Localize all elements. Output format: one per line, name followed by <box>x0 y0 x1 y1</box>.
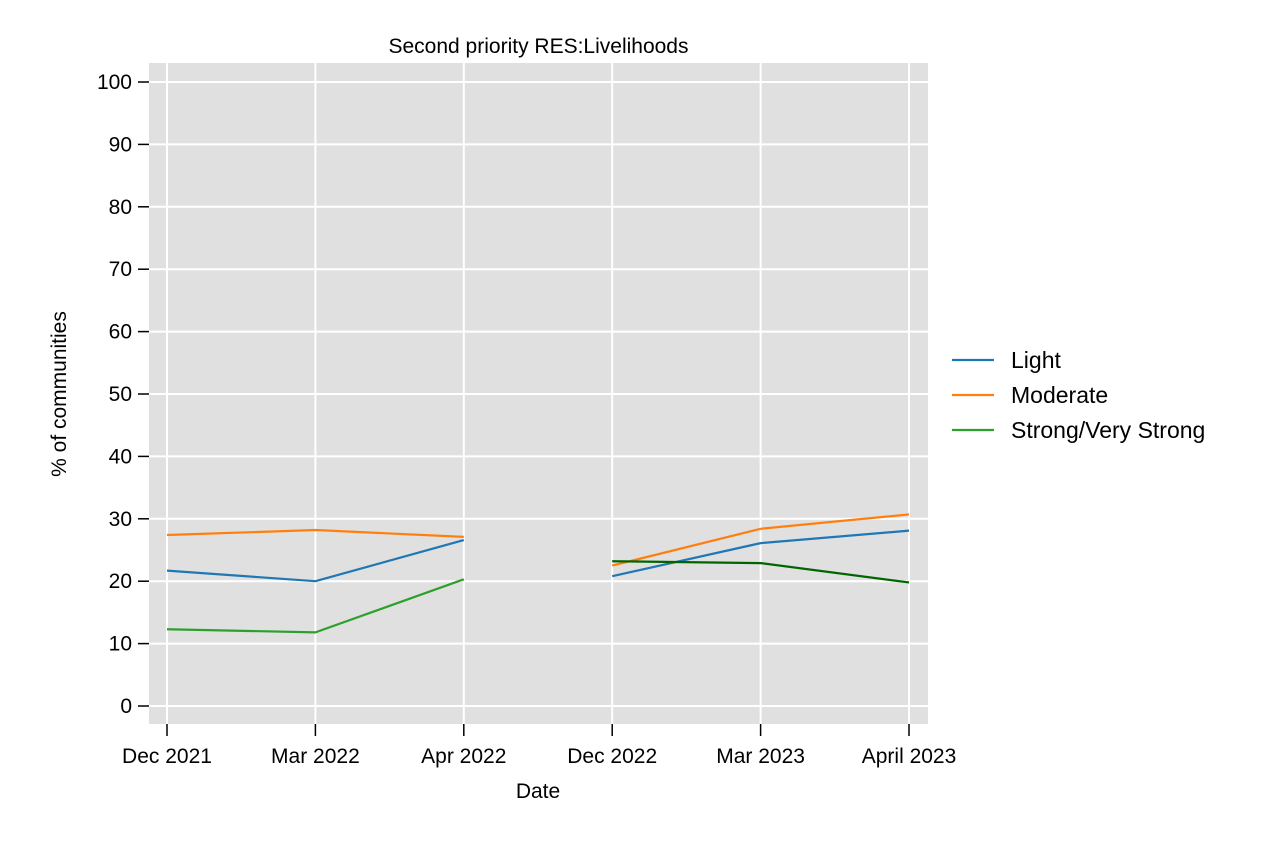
series-lines <box>166 513 910 634</box>
series-line-2-segment-2 <box>611 513 910 567</box>
x-tick-label: Apr 2022 <box>421 745 506 768</box>
series-line-2-segment-1 <box>166 528 464 538</box>
y-tick-label: 70 <box>109 258 132 281</box>
series-line-3-segment-1 <box>166 578 465 634</box>
y-tick-label: 100 <box>97 71 132 94</box>
legend-label: Moderate <box>1011 382 1108 408</box>
chart-title: Second priority RES:Livelihoods <box>389 35 689 58</box>
x-tick-label: Dec 2021 <box>122 745 212 768</box>
y-tick-label: 50 <box>109 383 132 406</box>
x-tick-label: Mar 2023 <box>716 745 805 768</box>
y-tick-label: 90 <box>109 133 132 156</box>
y-tick-label: 0 <box>120 695 132 718</box>
x-tick-label: Mar 2022 <box>271 745 360 768</box>
legend-label: Light <box>1011 347 1061 373</box>
y-tick-label: 60 <box>109 321 132 344</box>
axes: 0 10 20 30 40 50 60 70 80 90 100 Dec 2021 Mar 2022 Ap… <box>97 71 956 768</box>
series-line-3-segment-2 <box>612 560 910 584</box>
y-tick-label: 30 <box>109 508 132 531</box>
y-tick-label: 40 <box>109 445 132 468</box>
grid-lines <box>149 63 928 724</box>
series-line-1-segment-1 <box>166 538 465 583</box>
x-tick-label: April 2023 <box>862 745 957 768</box>
series-line-1-segment-2 <box>611 529 910 578</box>
y-tick-label: 80 <box>109 196 132 219</box>
x-axis-title: Date <box>516 780 560 803</box>
x-tick-label: Dec 2022 <box>567 745 657 768</box>
y-axis-title: % of communities <box>48 311 71 477</box>
y-tick-label: 20 <box>109 570 132 593</box>
legend-label: Strong/Very Strong <box>1011 417 1205 443</box>
legend: Light Moderate Strong/Very Strong <box>952 347 1205 443</box>
y-tick-label: 10 <box>109 633 132 656</box>
